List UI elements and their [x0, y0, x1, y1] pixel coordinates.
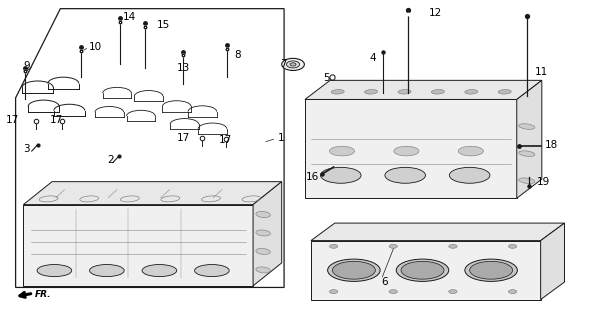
Ellipse shape [286, 61, 300, 68]
Text: 15: 15 [157, 20, 170, 29]
Ellipse shape [465, 90, 478, 94]
Ellipse shape [401, 261, 444, 279]
Text: 8: 8 [234, 50, 241, 60]
Ellipse shape [329, 146, 355, 156]
Ellipse shape [256, 248, 270, 254]
Ellipse shape [398, 90, 411, 94]
Text: FR.: FR. [35, 290, 52, 299]
Ellipse shape [256, 212, 270, 218]
Text: 16: 16 [306, 172, 319, 181]
Text: 7: 7 [280, 60, 286, 69]
Text: 17: 17 [5, 115, 19, 125]
Ellipse shape [518, 151, 535, 156]
Ellipse shape [458, 146, 483, 156]
Ellipse shape [256, 267, 270, 273]
Ellipse shape [508, 244, 517, 248]
Ellipse shape [37, 265, 72, 276]
Text: 5: 5 [323, 73, 329, 83]
Ellipse shape [518, 178, 535, 183]
Polygon shape [305, 80, 542, 100]
Ellipse shape [321, 167, 361, 183]
Ellipse shape [431, 90, 444, 94]
Polygon shape [253, 182, 282, 286]
Ellipse shape [389, 244, 398, 248]
Ellipse shape [365, 90, 377, 94]
Polygon shape [23, 204, 253, 286]
Ellipse shape [396, 259, 448, 281]
Polygon shape [311, 241, 541, 300]
Ellipse shape [385, 167, 426, 183]
Ellipse shape [465, 259, 517, 281]
Ellipse shape [328, 259, 380, 281]
Polygon shape [305, 100, 517, 198]
Polygon shape [311, 223, 565, 241]
Text: 4: 4 [370, 53, 376, 63]
Text: 3: 3 [23, 144, 30, 154]
Ellipse shape [194, 265, 229, 276]
Ellipse shape [331, 90, 344, 94]
Text: 17: 17 [50, 115, 63, 125]
Polygon shape [23, 182, 282, 204]
Text: 18: 18 [545, 140, 558, 150]
Text: 12: 12 [429, 8, 443, 18]
Text: 17: 17 [218, 135, 231, 145]
Polygon shape [541, 223, 565, 300]
Text: 13: 13 [176, 63, 190, 73]
Ellipse shape [508, 290, 517, 293]
Ellipse shape [498, 90, 511, 94]
Text: 19: 19 [536, 177, 550, 187]
Polygon shape [517, 80, 542, 198]
Text: 17: 17 [177, 133, 190, 143]
Text: 14: 14 [123, 12, 136, 22]
Ellipse shape [394, 146, 419, 156]
Text: 6: 6 [382, 277, 388, 287]
Ellipse shape [282, 58, 304, 70]
Text: 1: 1 [278, 133, 285, 143]
Text: 11: 11 [535, 68, 548, 77]
Ellipse shape [448, 244, 457, 248]
Ellipse shape [329, 290, 338, 293]
Ellipse shape [290, 63, 296, 66]
Ellipse shape [90, 265, 124, 276]
Ellipse shape [518, 124, 535, 129]
Ellipse shape [469, 261, 512, 279]
Ellipse shape [332, 261, 376, 279]
Ellipse shape [448, 290, 457, 293]
Text: 2: 2 [107, 155, 114, 165]
Ellipse shape [449, 167, 490, 183]
Ellipse shape [256, 230, 270, 236]
Ellipse shape [329, 244, 338, 248]
Text: 9: 9 [23, 61, 30, 71]
Text: 10: 10 [89, 42, 102, 52]
Ellipse shape [389, 290, 398, 293]
Ellipse shape [142, 265, 176, 276]
